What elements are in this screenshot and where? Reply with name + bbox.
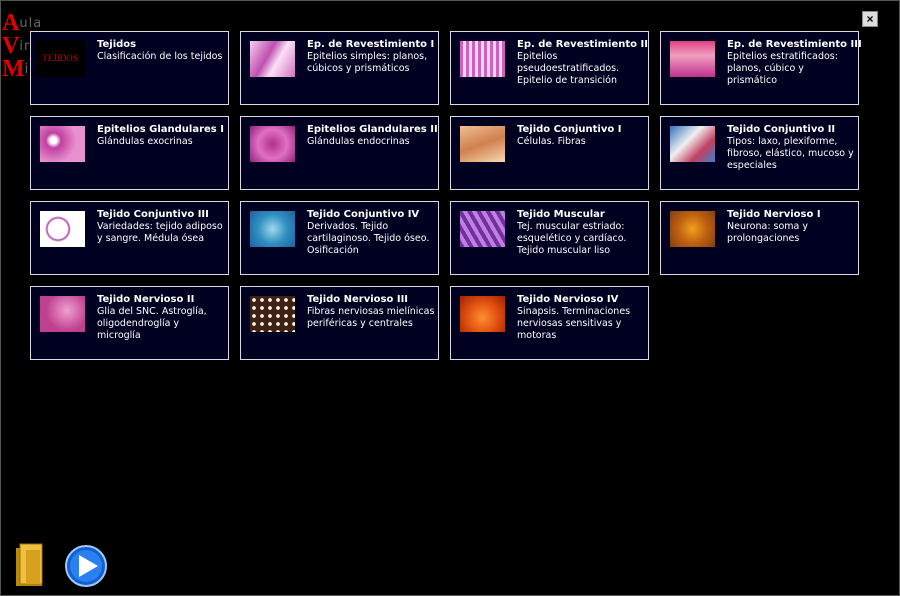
lesson-card[interactable]: Tejido Conjuntivo I Células. Fibras [450,116,649,190]
lesson-card[interactable]: Tejido Nervioso II Glia del SNC. Astroglí… [30,286,229,360]
folder-icon[interactable] [16,543,43,586]
lesson-title: Ep. de Revestimiento II [517,39,648,50]
lesson-thumbnail [670,41,715,77]
lesson-card[interactable]: Ep. de Revestimiento II Epitelios pseudoe… [450,31,649,105]
lesson-card[interactable]: Tejido Nervioso III Fibras nerviosas miel… [240,286,439,360]
lesson-title: Tejido Muscular [517,209,605,220]
lesson-card[interactable]: Tejido Conjuntivo II Tipos: laxo, plexifo… [660,116,859,190]
lesson-thumbnail [670,126,715,162]
lesson-card[interactable]: Epitelios Glandulares I Glándulas exocrin… [30,116,229,190]
logo-row: Aula [2,10,100,36]
lesson-description: Glándulas endocrinas [307,136,410,147]
lesson-description: Clasificación de los tejidos [97,51,223,62]
lesson-description: Variedades: tejido adiposo y sangre. Méd… [97,221,223,244]
lesson-title: Tejido Conjuntivo III [97,209,209,220]
close-button[interactable]: × [862,11,878,27]
lesson-thumbnail [460,211,505,247]
lesson-title: Tejidos [97,39,137,50]
lesson-description: Tipos: laxo, plexiforme, fibroso, elásti… [727,136,854,171]
lesson-title: Tejido Conjuntivo II [727,124,836,135]
lesson-description: Derivados. Tejido cartilaginoso. Tejido … [307,221,430,256]
lesson-card[interactable]: Tejido Nervioso I Neurona: soma y prolong… [660,201,859,275]
logo-letter: A [2,10,20,36]
lesson-description: Sinapsis. Terminaciones nerviosas sensit… [517,306,631,341]
lesson-card[interactable]: Epitelios Glandulares II Glándulas endocr… [240,116,439,190]
lesson-title: Epitelios Glandulares I [97,124,224,135]
lesson-thumbnail [40,126,85,162]
lesson-thumbnail [250,296,295,332]
lesson-thumbnail [460,296,505,332]
logo-letter: V [2,33,20,59]
lesson-description: Tej. muscular estriado: esquelético y ca… [517,221,627,256]
logo-thumbnail: TEJIDOS [36,40,84,76]
play-button[interactable] [65,545,107,587]
lesson-title: Tejido Nervioso II [97,294,195,305]
lesson-description: Glándulas exocrinas [97,136,193,147]
lesson-thumbnail [460,126,505,162]
lesson-title: Tejido Conjuntivo I [517,124,622,135]
lesson-thumbnail [40,296,85,332]
logo-letter: M [2,56,25,82]
lesson-description: Fibras nerviosas mielínicas periféricas … [307,306,435,329]
lesson-thumbnail [250,211,295,247]
lesson-title: Ep. de Revestimiento I [307,39,435,50]
lesson-card[interactable]: Tejido Nervioso IV Sinapsis. Terminacione… [450,286,649,360]
lesson-card[interactable]: Tejido Muscular Tej. muscular estriado: e… [450,201,649,275]
lesson-thumbnail [460,41,505,77]
lesson-title: Tejido Nervioso III [307,294,409,305]
lesson-thumbnail [40,211,85,247]
lesson-description: Neurona: soma y prolongaciones [727,221,809,244]
lesson-card[interactable]: Tejido Conjuntivo IV Derivados. Tejido ca… [240,201,439,275]
lesson-title: Tejido Nervioso IV [517,294,619,305]
lesson-card[interactable]: Ep. de Revestimiento I Epitelios simples:… [240,31,439,105]
lesson-title: Ep. de Revestimiento III [727,39,862,50]
lesson-card[interactable]: Ep. de Revestimiento III Epitelios estrat… [660,31,862,105]
lesson-description: Células. Fibras [517,136,586,147]
lesson-thumbnail [250,41,295,77]
lesson-description: Glia del SNC. Astroglía, oligodendroglía… [97,306,207,341]
lesson-description: Epitelios estratificados: planos, cúbico… [727,51,838,86]
lesson-card[interactable]: Tejido Conjuntivo III Variedades: tejido … [30,201,229,275]
lesson-title: Epitelios Glandulares II [307,124,438,135]
logo-word: ula [19,16,43,31]
lesson-thumbnail [670,211,715,247]
lesson-title: Tejido Nervioso I [727,209,821,220]
toolbar-icons [16,543,107,587]
lesson-description: Epitelios pseudoestratificados. Epitelio… [517,51,620,86]
lesson-thumbnail [250,126,295,162]
lesson-title: Tejido Conjuntivo IV [307,209,420,220]
lesson-description: Epitelios simples: planos, cúbicos y pri… [307,51,428,74]
